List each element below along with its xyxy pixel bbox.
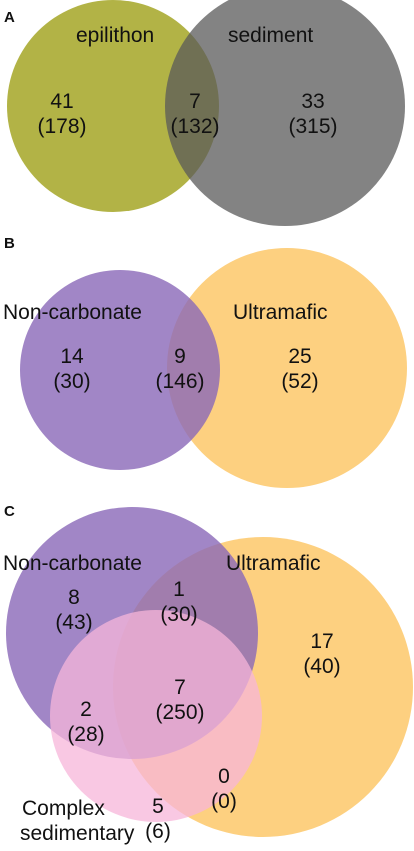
noncarbonate-label-c: Non-carbonate	[3, 552, 142, 575]
ultramafic-circle-b	[167, 248, 407, 488]
epilithon-label: epilithon	[76, 24, 154, 47]
panel-c-letter: C	[4, 503, 15, 520]
region-b-shared-count: 9	[174, 345, 186, 368]
region-c-ultra-only-paren: (40)	[303, 655, 340, 678]
region-b-ultramafic-only-count: 25	[288, 345, 311, 368]
region-sediment-only-count: 33	[301, 90, 324, 113]
region-c-ultra-complex-paren: (0)	[211, 790, 237, 813]
region-shared-paren: (132)	[170, 115, 219, 138]
complex-label-line1: Complex	[22, 797, 105, 820]
region-epilithon-only-paren: (178)	[37, 115, 86, 138]
region-c-noncarb-complex-paren: (28)	[67, 723, 104, 746]
region-b-noncarbonate-only-count: 14	[60, 345, 84, 368]
panel-c: C Non-carbonate Ultramafic Complex sedim…	[3, 503, 413, 845]
region-c-ultra-complex-count: 0	[218, 765, 230, 788]
complex-label-line2: sedimentary	[20, 822, 135, 845]
noncarbonate-label-b: Non-carbonate	[3, 301, 142, 324]
panel-b-letter: B	[4, 235, 15, 252]
region-shared-count: 7	[189, 90, 201, 113]
epilithon-circle	[7, 0, 219, 212]
region-c-noncarb-complex-count: 2	[80, 698, 92, 721]
region-c-noncarb-ultra-paren: (30)	[160, 603, 197, 626]
region-c-complex-only-paren: (6)	[145, 820, 171, 843]
sediment-label: sediment	[228, 24, 313, 47]
complex-sedimentary-circle	[50, 610, 262, 822]
region-c-noncarb-ultra-count: 1	[173, 578, 185, 601]
region-b-ultramafic-only-paren: (52)	[281, 370, 318, 393]
panel-a-letter: A	[4, 9, 15, 26]
region-epilithon-only-count: 41	[50, 90, 73, 113]
region-c-all-three-paren: (250)	[155, 701, 204, 724]
region-c-ultra-only-count: 17	[310, 630, 333, 653]
region-c-complex-only-count: 5	[152, 795, 164, 818]
noncarbonate-circle-b	[20, 270, 220, 470]
region-b-noncarbonate-only-paren: (30)	[53, 370, 90, 393]
region-c-noncarb-only-paren: (43)	[55, 611, 92, 634]
region-b-shared-paren: (146)	[155, 370, 204, 393]
region-c-noncarb-only-count: 8	[68, 586, 80, 609]
ultramafic-label-c: Ultramafic	[226, 552, 321, 575]
sediment-circle	[165, 0, 405, 226]
panel-a: A epilithon sediment 41 (178) 7 (132) 33…	[4, 0, 405, 226]
ultramafic-label-b: Ultramafic	[233, 301, 328, 324]
panel-b: B Non-carbonate Ultramafic 14 (30) 9 (14…	[3, 235, 407, 488]
region-sediment-only-paren: (315)	[288, 115, 337, 138]
region-c-all-three-count: 7	[174, 676, 186, 699]
